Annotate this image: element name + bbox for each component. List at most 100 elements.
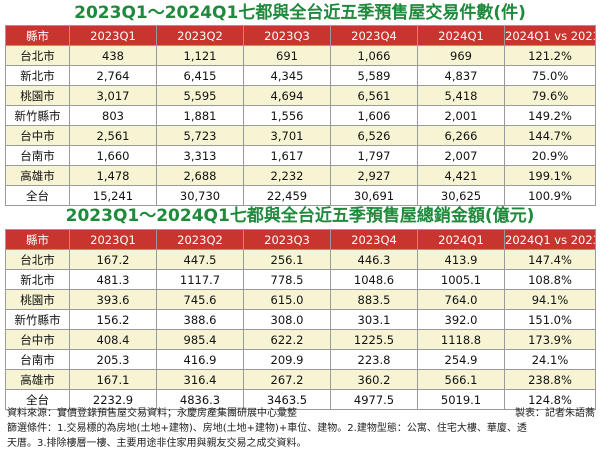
value-cell: 438 bbox=[69, 45, 157, 66]
value-cell: 5,595 bbox=[156, 85, 244, 106]
value-cell: 303.1 bbox=[330, 309, 418, 330]
value-cell: 3463.5 bbox=[243, 389, 331, 410]
value-cell: 622.2 bbox=[243, 329, 331, 350]
value-cell: 308.0 bbox=[243, 309, 331, 330]
table1-header-cell: 2023Q2 bbox=[156, 25, 244, 46]
value-cell: 4,837 bbox=[417, 65, 505, 86]
table-row: 新竹縣市 803 1,881 1,556 1,606 2,001 149.2% bbox=[5, 105, 596, 126]
value-cell: 209.9 bbox=[243, 349, 331, 370]
table-row: 台北市 438 1,121 691 1,066 969 121.2% bbox=[5, 45, 596, 66]
value-cell: 691 bbox=[243, 45, 331, 66]
table-row: 台南市 1,660 3,313 1,617 1,797 2,007 20.9% bbox=[5, 145, 596, 166]
value-cell: 5,418 bbox=[417, 85, 505, 106]
table2-header-cell: 2023Q4 bbox=[330, 229, 418, 250]
value-cell: 5,589 bbox=[330, 65, 418, 86]
value-cell: 254.9 bbox=[417, 349, 505, 370]
value-cell: 413.9 bbox=[417, 249, 505, 270]
value-cell: 392.0 bbox=[417, 309, 505, 330]
value-cell: 2,232 bbox=[243, 165, 331, 186]
value-cell: 4977.5 bbox=[330, 389, 418, 410]
value-cell: 167.1 bbox=[69, 369, 157, 390]
value-cell: 1225.5 bbox=[330, 329, 418, 350]
credit-note: 製表：記者朱語蕎 bbox=[515, 408, 595, 419]
value-cell: 1,606 bbox=[330, 105, 418, 126]
table2-body: 台北市 167.2 447.5 256.1 446.3 413.9 147.4% 新北市 481… bbox=[5, 249, 596, 410]
value-cell: 2,001 bbox=[417, 105, 505, 126]
table1-header-cell: 2023Q1 bbox=[69, 25, 157, 46]
row-label-cell: 新竹縣市 bbox=[5, 105, 70, 126]
table-row: 全台 2232.9 4836.3 3463.5 4977.5 5019.1 124.8% bbox=[5, 389, 596, 410]
value-cell: 1,066 bbox=[330, 45, 418, 66]
row-label-cell: 全台 bbox=[5, 185, 70, 206]
value-cell: 316.4 bbox=[156, 369, 244, 390]
row-label-cell: 新北市 bbox=[5, 269, 70, 290]
row-label-cell: 桃園市 bbox=[5, 289, 70, 310]
value-cell: 20.9% bbox=[504, 145, 596, 166]
value-cell: 6,561 bbox=[330, 85, 418, 106]
value-cell: 1048.6 bbox=[330, 269, 418, 290]
value-cell: 156.2 bbox=[69, 309, 157, 330]
value-cell: 5019.1 bbox=[417, 389, 505, 410]
value-cell: 6,526 bbox=[330, 125, 418, 146]
value-cell: 3,701 bbox=[243, 125, 331, 146]
value-cell: 5,723 bbox=[156, 125, 244, 146]
value-cell: 223.8 bbox=[330, 349, 418, 370]
table-row: 全台 15,241 30,730 22,459 30,691 30,625 100.9% bbox=[5, 185, 596, 206]
value-cell: 149.2% bbox=[504, 105, 596, 126]
value-cell: 205.3 bbox=[69, 349, 157, 370]
value-cell: 778.5 bbox=[243, 269, 331, 290]
value-cell: 4836.3 bbox=[156, 389, 244, 410]
value-cell: 30,691 bbox=[330, 185, 418, 206]
value-cell: 883.5 bbox=[330, 289, 418, 310]
row-label-cell: 新竹縣市 bbox=[5, 309, 70, 330]
table-row: 新北市 481.3 1117.7 778.5 1048.6 1005.1 108.8% bbox=[5, 269, 596, 290]
value-cell: 147.4% bbox=[504, 249, 596, 270]
value-cell: 447.5 bbox=[156, 249, 244, 270]
table2-header-cell: 縣市 bbox=[5, 229, 70, 250]
table1-header-cell: 2024Q1 vs 2023Q1 bbox=[504, 25, 596, 46]
footnotes: 資料來源：實價登錄預售屋交易資料；永慶房產集團研展中心彙整 製表：記者朱語蕎 篩… bbox=[7, 406, 595, 451]
row-label-cell: 台南市 bbox=[5, 349, 70, 370]
value-cell: 360.2 bbox=[330, 369, 418, 390]
value-cell: 1,478 bbox=[69, 165, 157, 186]
value-cell: 167.2 bbox=[69, 249, 157, 270]
value-cell: 4,345 bbox=[243, 65, 331, 86]
value-cell: 79.6% bbox=[504, 85, 596, 106]
table-row: 新北市 2,764 6,415 4,345 5,589 4,837 75.0% bbox=[5, 65, 596, 86]
value-cell: 803 bbox=[69, 105, 157, 126]
table1-title: 2023Q1～2024Q1七都與全台近五季預售屋交易件數(件) bbox=[74, 3, 526, 23]
value-cell: 22,459 bbox=[243, 185, 331, 206]
value-cell: 393.6 bbox=[69, 289, 157, 310]
table-row: 台中市 2,561 5,723 3,701 6,526 6,266 144.7% bbox=[5, 125, 596, 146]
row-label-cell: 台北市 bbox=[5, 249, 70, 270]
value-cell: 4,421 bbox=[417, 165, 505, 186]
row-label-cell: 高雄市 bbox=[5, 369, 70, 390]
value-cell: 30,625 bbox=[417, 185, 505, 206]
table1-body: 台北市 438 1,121 691 1,066 969 121.2% 新北市 2,764 6,41… bbox=[5, 45, 596, 206]
value-cell: 173.9% bbox=[504, 329, 596, 350]
table1-header-cell: 縣市 bbox=[5, 25, 70, 46]
value-cell: 151.0% bbox=[504, 309, 596, 330]
row-label-cell: 台南市 bbox=[5, 145, 70, 166]
value-cell: 6,266 bbox=[417, 125, 505, 146]
table-row: 台南市 205.3 416.9 209.9 223.8 254.9 24.1% bbox=[5, 349, 596, 370]
value-cell: 144.7% bbox=[504, 125, 596, 146]
value-cell: 238.8% bbox=[504, 369, 596, 390]
value-cell: 4,694 bbox=[243, 85, 331, 106]
value-cell: 1,881 bbox=[156, 105, 244, 126]
row-label-cell: 台北市 bbox=[5, 45, 70, 66]
value-cell: 124.8% bbox=[504, 389, 596, 410]
value-cell: 15,241 bbox=[69, 185, 157, 206]
value-cell: 267.2 bbox=[243, 369, 331, 390]
value-cell: 1,121 bbox=[156, 45, 244, 66]
value-cell: 121.2% bbox=[504, 45, 596, 66]
value-cell: 481.3 bbox=[69, 269, 157, 290]
criteria-note-2: 天厝。3.排除樓層一樓、主要用途非住家用與親友交易之成交資料。 bbox=[7, 438, 307, 449]
value-cell: 2,561 bbox=[69, 125, 157, 146]
table-row: 台北市 167.2 447.5 256.1 446.3 413.9 147.4% bbox=[5, 249, 596, 270]
table1-header-cell: 2023Q3 bbox=[243, 25, 331, 46]
row-label-cell: 全台 bbox=[5, 389, 70, 410]
row-label-cell: 台中市 bbox=[5, 125, 70, 146]
value-cell: 566.1 bbox=[417, 369, 505, 390]
table2-header-cell: 2023Q1 bbox=[69, 229, 157, 250]
